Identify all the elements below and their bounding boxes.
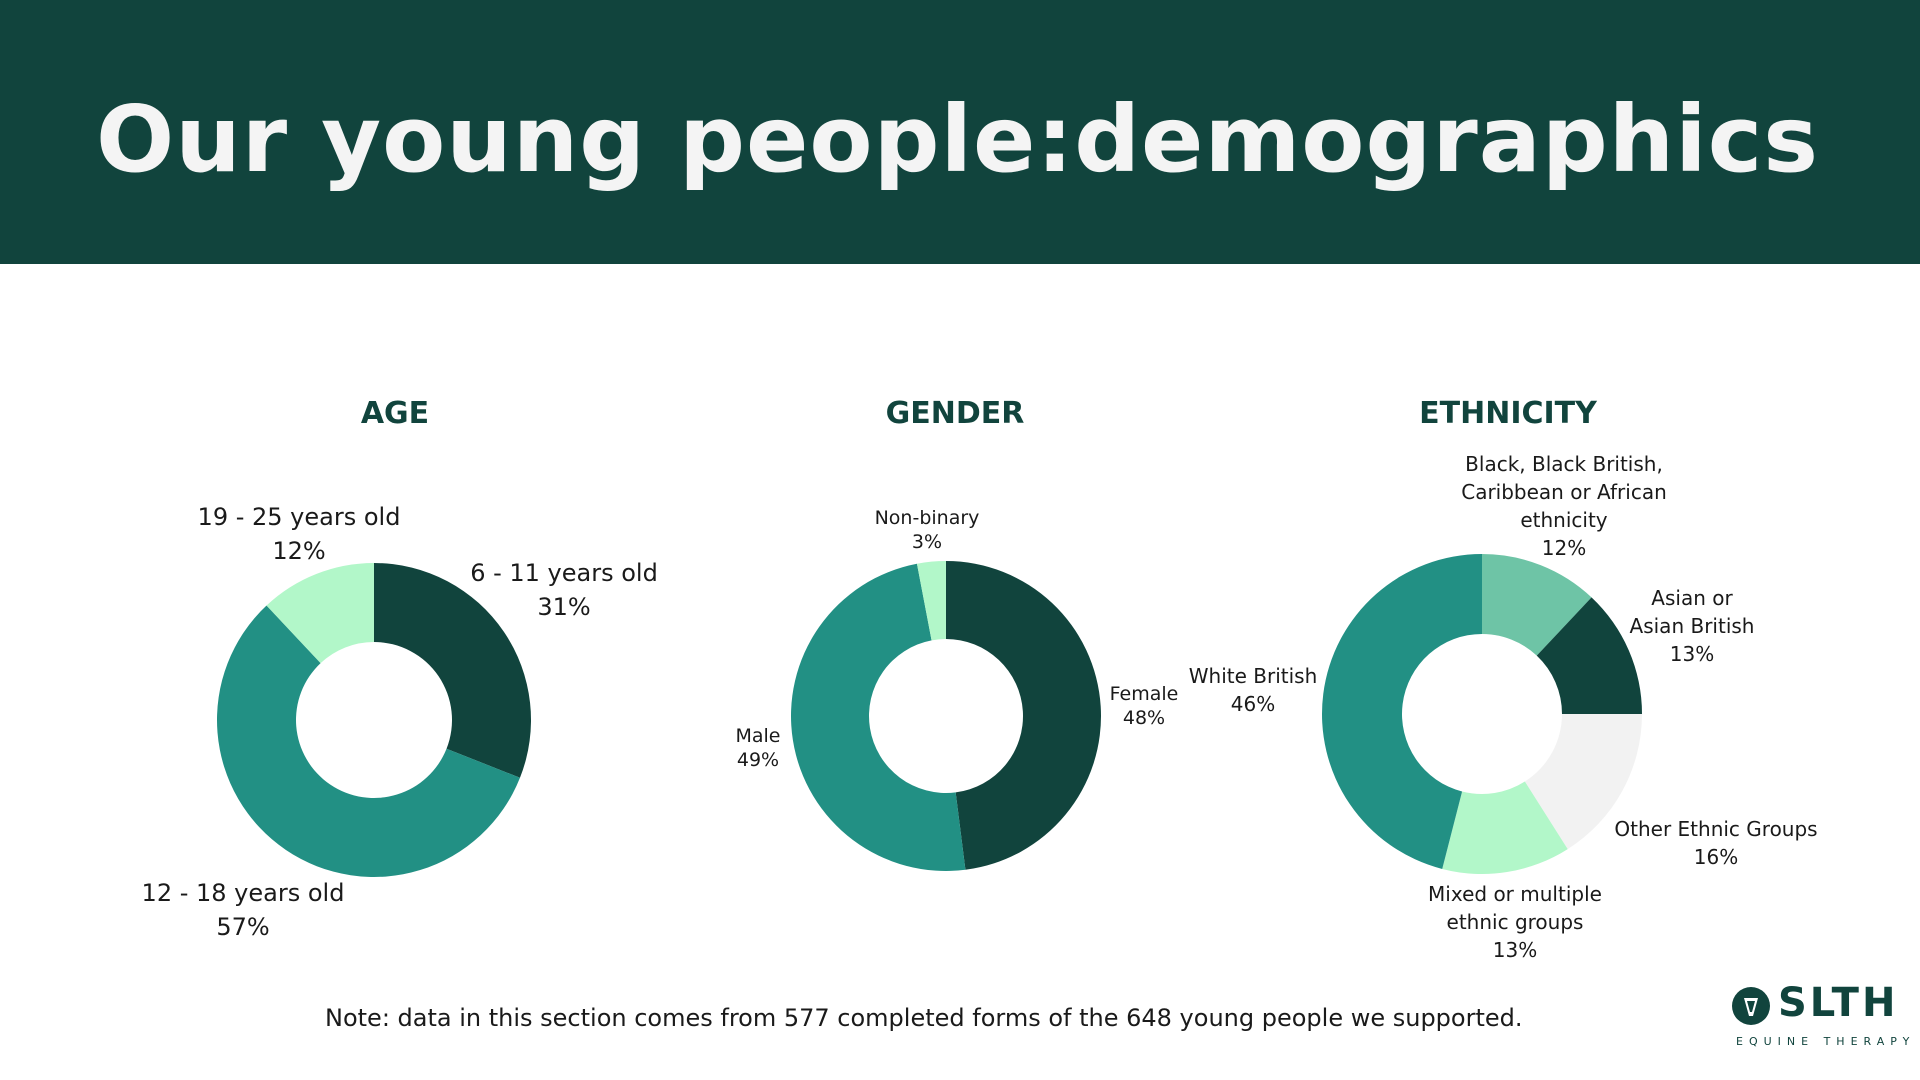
- age-chart-title: AGE: [360, 396, 430, 431]
- ethnicity-label-white-british: White British 46%: [1188, 664, 1318, 716]
- age-slice-2: [266, 563, 374, 664]
- age-slice-1: [216, 605, 520, 878]
- age-label-19-25: 19 - 25 years old 12%: [197, 503, 401, 565]
- ethnicity-label-black: Black, Black British, Caribbean or Africa…: [1461, 452, 1667, 560]
- age-slice-0: [374, 563, 531, 778]
- age-label-12-18: 12 - 18 years old 57%: [141, 879, 345, 941]
- age-donut: [216, 563, 531, 878]
- gender-slice-1: [791, 563, 966, 871]
- age-label-6-11: 6 - 11 years old 31%: [470, 559, 658, 621]
- ethnicity-label-asian: Asian or Asian British 13%: [1629, 586, 1755, 666]
- logo-subtitle: EQUINE THERAPY: [1736, 1035, 1916, 1048]
- ethnicity-slice-3: [1442, 781, 1568, 874]
- gender-donut: [791, 561, 1101, 871]
- ethnicity-slice-4: [1321, 554, 1482, 869]
- gender-slice-0: [946, 561, 1101, 870]
- logo-text: SLTH: [1778, 980, 1899, 1026]
- gender-label-female: Female 48%: [1109, 683, 1179, 729]
- gender-chart-title: GENDER: [885, 396, 1025, 431]
- ethnicity-donut: [1321, 554, 1642, 874]
- footnote: Note: data in this section comes from 57…: [325, 1004, 1523, 1032]
- horseshoe-logo-icon: [1732, 987, 1770, 1025]
- ethnicity-slice-1: [1536, 597, 1642, 714]
- header-banner: Our young people:demographics: [0, 0, 1920, 264]
- ethnicity-slice-2: [1524, 714, 1642, 850]
- gender-label-non-binary: Non-binary 3%: [874, 507, 980, 553]
- page-title: Our young people:demographics: [96, 86, 1820, 193]
- ethnicity-slice-0: [1482, 554, 1592, 656]
- ethnicity-chart-title: ETHNICITY: [1419, 396, 1597, 431]
- gender-slice-2: [916, 561, 946, 641]
- slth-logo: SLTH EQUINE THERAPY: [1728, 980, 1909, 1052]
- ethnicity-label-other: Other Ethnic Groups 16%: [1614, 817, 1818, 869]
- gender-label-male: Male 49%: [735, 725, 781, 771]
- ethnicity-label-mixed: Mixed or multiple ethnic groups 13%: [1428, 882, 1602, 962]
